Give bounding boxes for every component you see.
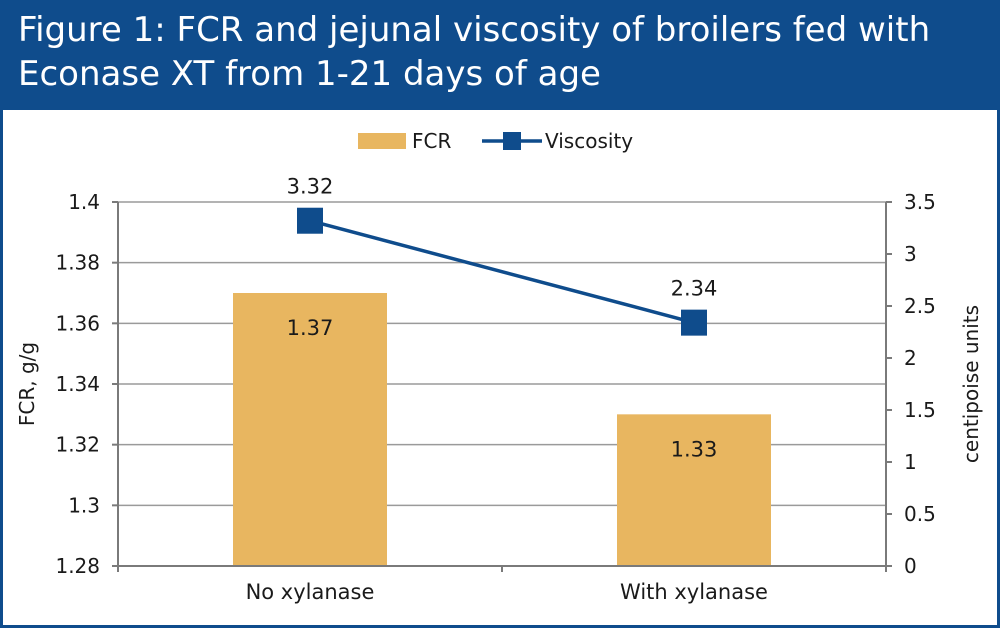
- line-data-label: 2.34: [671, 277, 718, 301]
- legend: FCR Viscosity: [358, 129, 633, 153]
- line-data-label: 3.32: [287, 175, 334, 199]
- left-tick-label: 1.32: [55, 433, 100, 457]
- legend-viscosity-label: Viscosity: [545, 129, 633, 153]
- y-axis-title: FCR, g/g: [15, 342, 39, 426]
- right-tick-label: 3.5: [904, 190, 936, 214]
- left-tick-label: 1.4: [68, 190, 100, 214]
- x-tick-label: With xylanase: [620, 580, 768, 604]
- bar-series: [233, 293, 771, 566]
- figure-header: Figure 1: FCR and jejunal viscosity of b…: [0, 0, 1000, 110]
- right-tick-label: 2: [904, 346, 917, 370]
- figure-title: Figure 1: FCR and jejunal viscosity of b…: [18, 10, 931, 94]
- left-tick-label: 1.36: [55, 311, 100, 335]
- y2-axis-title: centipoise units: [959, 305, 983, 463]
- tick-labels: 1.28 1.3 1.32 1.34 1.36 1.38 1.4 0 0.5 1 1.5 2 2.5 3 3…: [15, 190, 983, 604]
- legend-viscosity-marker: [503, 132, 521, 150]
- left-tick-label: 1.34: [55, 372, 100, 396]
- viscosity-marker-no-xylanase: [297, 207, 323, 234]
- bar-data-label: 1.37: [287, 316, 334, 340]
- left-tick-label: 1.38: [55, 251, 100, 275]
- left-tick-label: 1.28: [55, 554, 100, 578]
- bar-with-xylanase: [617, 414, 771, 566]
- right-tick-label: 0.5: [904, 502, 936, 526]
- viscosity-line: [309, 219, 695, 325]
- line-series: [297, 207, 707, 336]
- right-tick-label: 2.5: [904, 294, 936, 318]
- right-tick-label: 1: [904, 450, 917, 474]
- legend-fcr-swatch: [358, 133, 406, 149]
- axes: [112, 201, 892, 572]
- data-labels: 1.37 1.33 3.32 2.34: [287, 175, 718, 462]
- bar-no-xylanase: [233, 293, 387, 566]
- viscosity-marker-with-xylanase: [681, 309, 707, 336]
- bar-data-label: 1.33: [671, 437, 718, 461]
- x-tick-label: No xylanase: [246, 580, 375, 604]
- right-tick-label: 1.5: [904, 398, 936, 422]
- left-tick-label: 1.3: [68, 493, 100, 517]
- right-tick-label: 0: [904, 554, 917, 578]
- legend-fcr-label: FCR: [412, 129, 451, 153]
- right-tick-label: 3: [904, 242, 917, 266]
